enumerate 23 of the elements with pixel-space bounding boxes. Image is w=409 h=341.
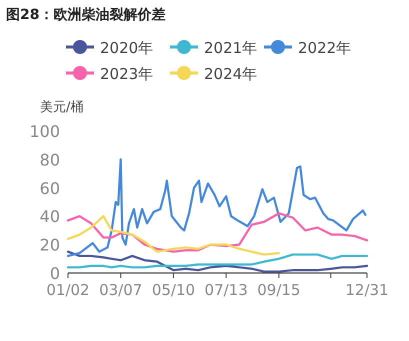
legend-label: 2024年 — [204, 65, 258, 83]
line-series — [66, 158, 366, 258]
y-tick-label: 100 — [29, 122, 60, 141]
x-tick-label: 03/07 — [99, 281, 142, 299]
legend-label: 2021年 — [204, 39, 258, 57]
y-tick-label: 80 — [40, 150, 60, 170]
y-tick-label: 20 — [40, 236, 60, 255]
x-tick-label: 07/13 — [204, 281, 248, 299]
y-axis-title: 美元/桶 — [40, 99, 84, 115]
y-tick-label: 60 — [40, 178, 60, 198]
line-series — [66, 212, 368, 253]
x-tick-label: 09/15 — [257, 281, 300, 299]
chart-title: 图28：欧洲柴油裂解价差 — [6, 7, 166, 23]
line-series — [66, 253, 368, 268]
y-tick-label: 40 — [40, 207, 60, 226]
x-tick-label: 05/10 — [152, 281, 196, 299]
line-series — [66, 215, 280, 256]
x-tick-label: 01/02 — [46, 281, 90, 299]
legend-label: 2022年 — [298, 39, 352, 57]
legend-label: 2020年 — [100, 39, 154, 57]
x-tick-label: 12/31 — [345, 281, 389, 299]
legend-label: 2023年 — [100, 65, 154, 83]
y-tick-label: 0 — [50, 264, 60, 283]
